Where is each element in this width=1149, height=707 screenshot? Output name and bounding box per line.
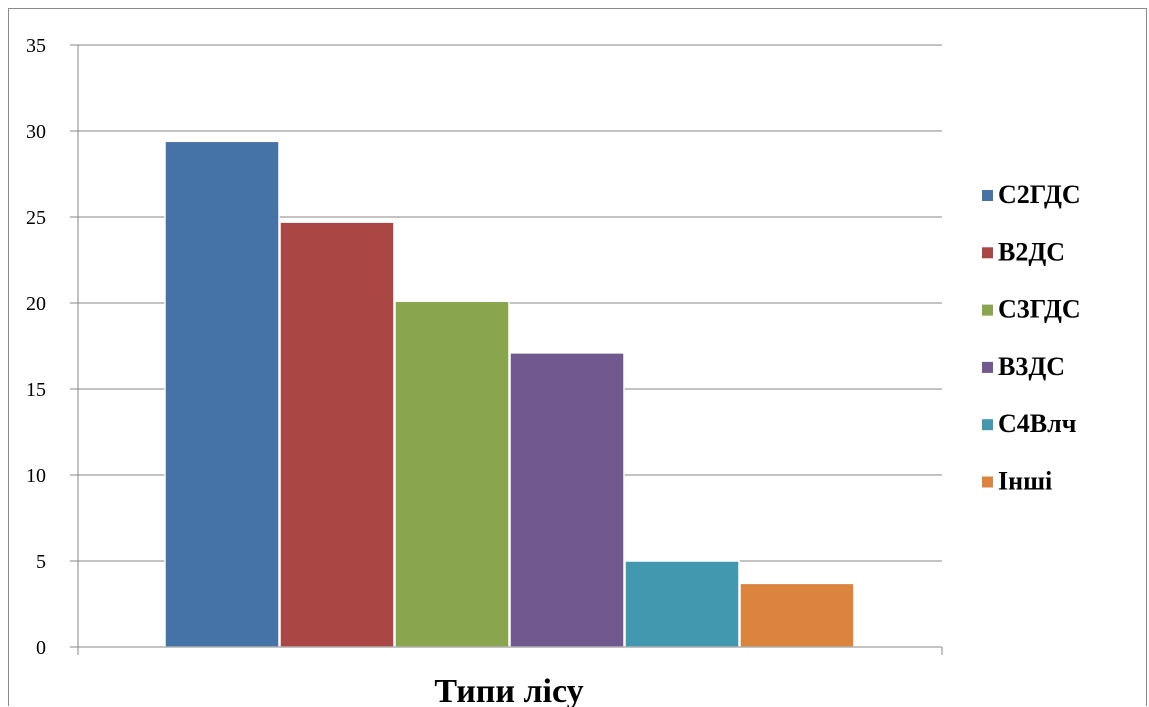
- y-tick-label: 20: [26, 293, 46, 315]
- legend-swatch: [982, 476, 993, 488]
- legend-swatch: [982, 247, 993, 259]
- y-tick-label: 0: [36, 637, 46, 659]
- bars: [164, 140, 855, 648]
- legend-label: Інші: [998, 467, 1052, 496]
- legend-swatch: [982, 361, 993, 373]
- bar-5: [624, 560, 740, 648]
- y-tick-label: 30: [26, 121, 46, 143]
- y-tick-labels: 0 5 10 15 20 25 30 35: [26, 35, 46, 659]
- y-tick-label: 10: [26, 465, 46, 487]
- y-tick-label: 25: [26, 207, 46, 229]
- legend-label: С3ГДС: [998, 295, 1081, 324]
- legend-label: В3ДС: [998, 352, 1065, 381]
- legend-swatch: [982, 190, 993, 201]
- legend-swatch: [982, 304, 993, 316]
- bar-4: [509, 352, 625, 648]
- bar-3: [394, 300, 510, 648]
- bar-1: [164, 140, 280, 648]
- legend-label: С2ГДС: [998, 180, 1081, 209]
- x-axis-title: Типи лісу: [434, 673, 583, 707]
- bar-2: [279, 221, 395, 648]
- y-tick-label: 15: [26, 379, 46, 401]
- y-tick-label: 35: [26, 35, 46, 57]
- bar-6: [739, 582, 855, 648]
- legend-label: С4Влч: [998, 409, 1076, 438]
- y-tick-label: 5: [36, 551, 46, 573]
- legend: С2ГДС В2ДС С3ГДС В3ДС С4Влч Інші: [982, 180, 1081, 496]
- axes: [70, 45, 943, 655]
- legend-label: В2ДС: [998, 237, 1065, 266]
- legend-swatch: [982, 419, 993, 431]
